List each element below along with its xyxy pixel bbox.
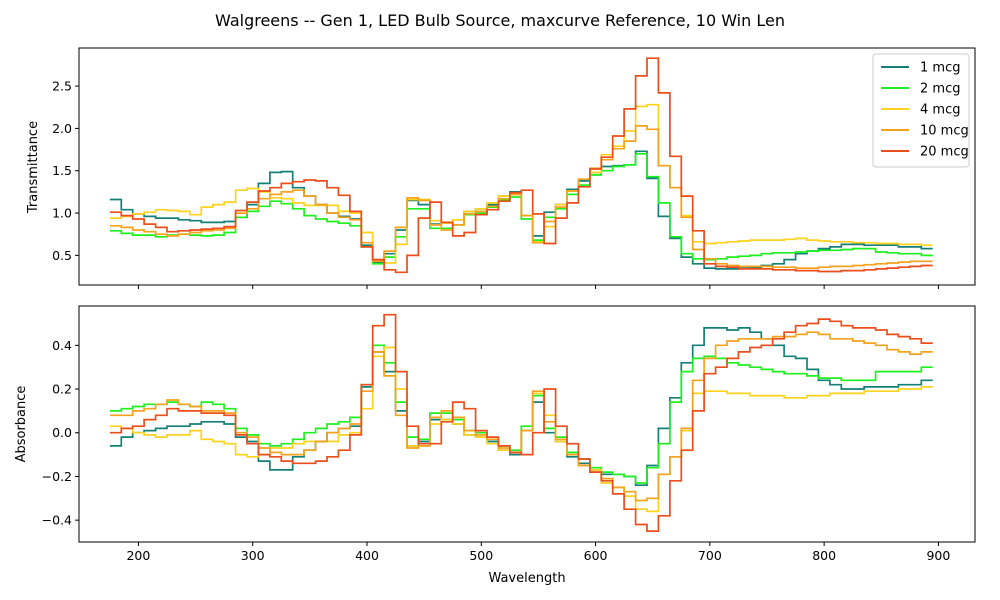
absorbance-ticks: 200 300 400 500 600 700 800 900 −0.4 −0.2 0.0 0.2 0.… <box>42 338 951 563</box>
absorbance-series-line-4 <box>109 331 933 502</box>
absorbance-panel: Absorbance Wavelength 200 300 400 500 600 700… <box>14 305 976 586</box>
legend-label-5: 20 mcg <box>920 145 969 160</box>
transmittance-series-line-4 <box>109 125 933 269</box>
absorbance-xtick-label-900: 900 <box>926 548 950 563</box>
legend-label-3: 4 mcg <box>920 103 960 118</box>
transmittance-axes-frame <box>78 47 976 286</box>
absorbance-xtick-label-800: 800 <box>812 548 836 563</box>
absorbance-ytick-label-4: 0.4 <box>52 338 72 353</box>
transmittance-ylabel: Transmittance <box>26 121 41 214</box>
transmittance-ytick-label-3: 2.0 <box>52 121 72 136</box>
absorbance-series-line-1 <box>109 327 933 487</box>
transmittance-ytick-label-1: 1.0 <box>52 206 72 221</box>
absorbance-series <box>109 313 933 532</box>
absorbance-ylabel: Absorbance <box>14 386 29 463</box>
legend-box <box>872 53 970 168</box>
absorbance-ytick-label-0: −0.4 <box>42 513 72 528</box>
absorbance-ytick-label-1: −0.2 <box>42 469 72 484</box>
absorbance-ytick-label-2: 0.0 <box>52 425 72 440</box>
transmittance-ytick-label-4: 2.5 <box>52 79 72 94</box>
absorbance-axes-frame <box>78 305 976 543</box>
absorbance-series-line-2 <box>109 344 933 484</box>
wavelength-xlabel: Wavelength <box>488 571 565 586</box>
legend-label-4: 10 mcg <box>920 124 969 139</box>
absorbance-xtick-label-600: 600 <box>584 548 608 563</box>
transmittance-ytick-label-2: 1.5 <box>52 163 72 178</box>
absorbance-series-line-5 <box>109 313 933 532</box>
figure-title: Walgreens -- Gen 1, LED Bulb Source, max… <box>215 11 785 30</box>
absorbance-ytick-label-3: 0.2 <box>52 382 72 397</box>
legend-label-2: 2 mcg <box>920 82 960 97</box>
transmittance-series-line-3 <box>109 103 933 264</box>
absorbance-xtick-label-500: 500 <box>469 548 493 563</box>
transmittance-series <box>109 57 933 274</box>
absorbance-series-line-3 <box>109 346 933 513</box>
absorbance-xtick-label-400: 400 <box>355 548 379 563</box>
transmittance-ticks: 0.5 1.0 1.5 2.0 2.5 <box>52 79 939 289</box>
transmittance-series-line-5 <box>109 57 933 274</box>
transmittance-ytick-label-0: 0.5 <box>52 248 72 263</box>
legend-label-1: 1 mcg <box>920 61 960 76</box>
absorbance-xtick-label-700: 700 <box>698 548 722 563</box>
absorbance-xtick-label-300: 300 <box>241 548 265 563</box>
transmittance-panel: Transmittance 0.5 1.0 1.5 2.0 2.5 1 mcg 2 mcg… <box>26 47 976 289</box>
legend: 1 mcg 2 mcg 4 mcg 10 mcg 20 mcg <box>872 53 970 168</box>
absorbance-xtick-label-200: 200 <box>126 548 150 563</box>
